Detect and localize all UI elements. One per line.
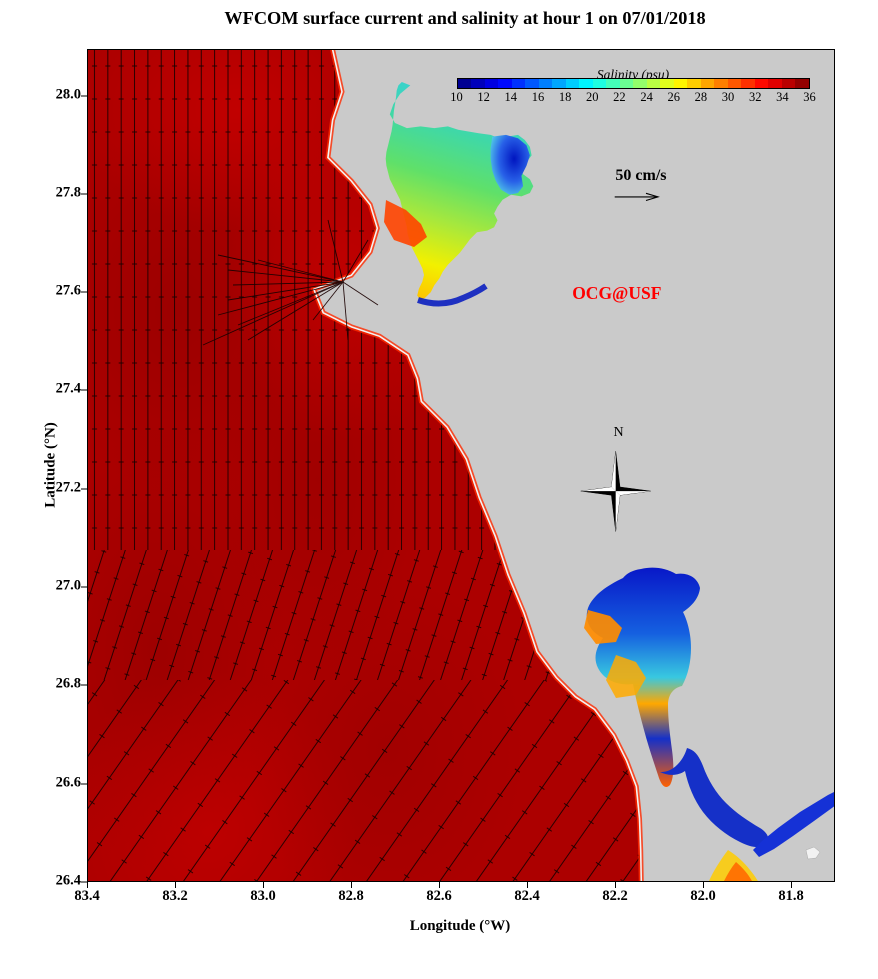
svg-text:50 cm/s: 50 cm/s (615, 167, 666, 184)
svg-text:N: N (614, 425, 624, 440)
svg-text:OCG@USF: OCG@USF (572, 283, 661, 303)
